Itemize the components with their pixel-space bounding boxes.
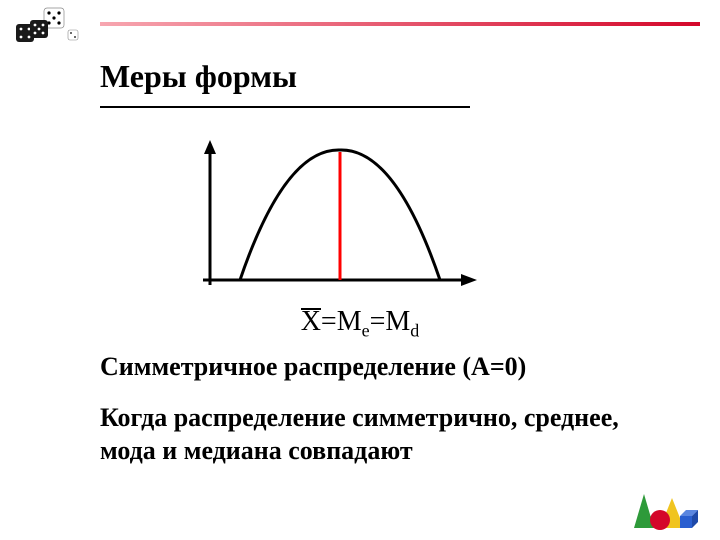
page-title: Меры формы bbox=[100, 58, 297, 95]
description-text: Когда распределение симметрично, среднее… bbox=[100, 402, 660, 467]
shapes-icon bbox=[626, 484, 706, 534]
title-underline bbox=[100, 106, 470, 108]
formula-text: X=Me=Md bbox=[0, 306, 720, 342]
dice-icon bbox=[12, 6, 87, 46]
header-stripe bbox=[100, 22, 700, 26]
distribution-chart bbox=[185, 130, 485, 300]
x-bar-symbol: X bbox=[301, 306, 321, 338]
chart-caption: Симметричное распределение (А=0) bbox=[100, 352, 526, 382]
